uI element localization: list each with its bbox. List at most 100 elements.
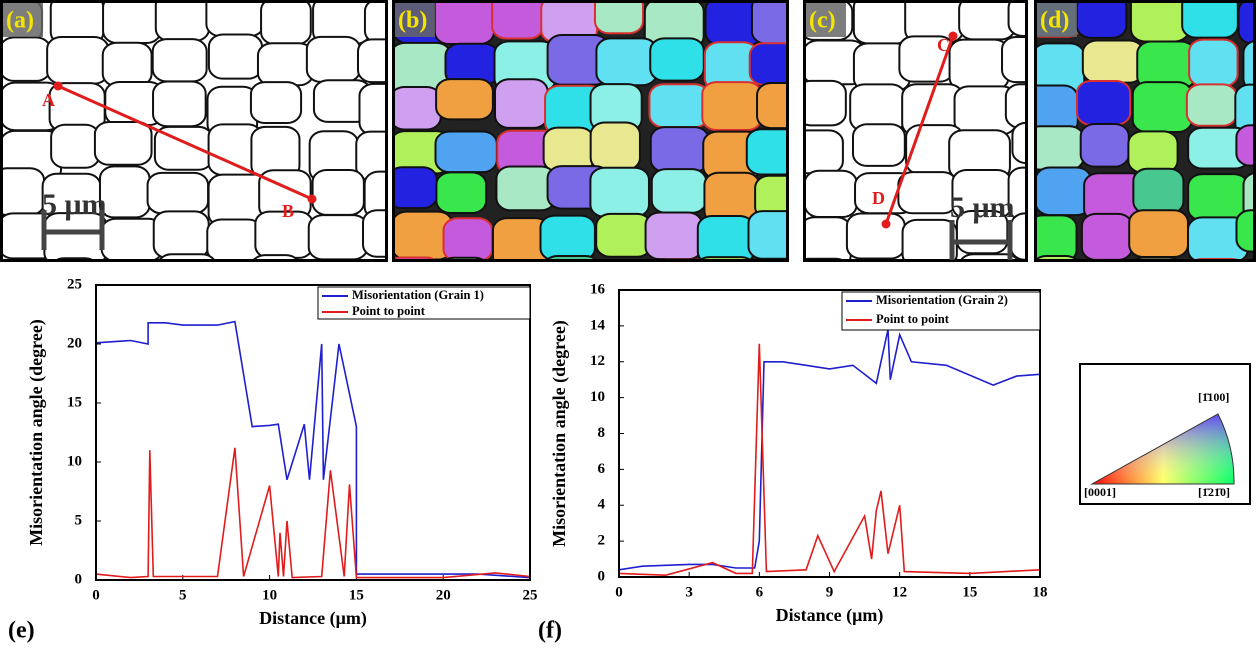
grain: [305, 35, 361, 83]
grain: [1001, 36, 1028, 84]
micrograph: [392, 0, 789, 262]
y-axis-title: Misorientation angle (degree): [549, 320, 570, 547]
grain: [750, 0, 789, 45]
grain: [152, 210, 210, 260]
ipf-top: [1̄100]: [1198, 390, 1229, 404]
legend-label: Point to point: [352, 304, 426, 318]
y-tick-label: 6: [598, 461, 606, 477]
grain: [205, 0, 265, 38]
x-tick-label: 9: [826, 584, 834, 600]
scale-bar-label: 5 μm: [42, 188, 107, 221]
series-line: [95, 320, 531, 579]
panel-label: (f): [538, 618, 562, 644]
grain: [1237, 259, 1256, 262]
x-axis-title: Distance (μm): [259, 608, 367, 629]
panel-label-bg: [1037, 3, 1077, 37]
grain: [1190, 258, 1243, 262]
x-tick-label: 5: [179, 587, 187, 603]
ipf-key: [1̄100] [0001] [1̄21̄0]: [1079, 363, 1251, 505]
grain: [803, 257, 847, 262]
grain: [219, 261, 242, 262]
grain: [207, 33, 264, 80]
grain: [1127, 130, 1179, 174]
grain: [752, 258, 789, 262]
y-tick-label: 14: [590, 317, 606, 333]
x-tick-label: 25: [523, 587, 538, 603]
grain: [1095, 261, 1140, 262]
profile-point: [948, 31, 958, 41]
grain: [745, 128, 789, 176]
grain: [362, 209, 388, 258]
grain: [206, 218, 264, 262]
scale-bar-label: 5 μm: [950, 191, 1015, 224]
x-tick-label: 0: [615, 584, 623, 600]
legend-label: Misorientation (Grain 2): [876, 293, 1008, 307]
grain: [1130, 256, 1182, 262]
micrograph: [803, 0, 1028, 262]
x-tick-label: 15: [349, 587, 364, 603]
grain: [595, 212, 653, 258]
profile-point-label: A: [42, 90, 55, 110]
legend-box: [317, 286, 531, 320]
grain: [435, 171, 488, 215]
x-tick-label: 15: [962, 584, 977, 600]
y-tick-label: 15: [67, 394, 82, 410]
grain: [656, 258, 711, 262]
grain: [495, 165, 557, 212]
grain: [1185, 83, 1238, 127]
grain: [434, 130, 498, 174]
profile-line: [57, 84, 313, 201]
y-tick-label: 20: [67, 335, 82, 351]
y-tick-label: 0: [598, 568, 606, 584]
grain: [46, 35, 110, 85]
grain: [43, 212, 108, 262]
y-tick-label: 25: [67, 276, 82, 292]
panel-label: (a): [6, 8, 34, 34]
grain: [442, 217, 494, 262]
grain: [392, 166, 438, 210]
x-tick-label: 3: [685, 584, 693, 600]
grain: [1011, 121, 1028, 165]
grain: [256, 42, 315, 87]
micrograph: [0, 0, 388, 262]
grain: [649, 126, 710, 173]
grain: [542, 126, 595, 173]
ipf-right: [1̄21̄0]: [1198, 485, 1230, 499]
grain: [249, 81, 303, 125]
grain: [648, 83, 710, 129]
grain: [1004, 83, 1028, 129]
grain: [593, 0, 645, 35]
y-tick-label: 10: [67, 453, 82, 469]
panel-label: (d): [1040, 8, 1069, 34]
y-tick-label: 2: [598, 533, 606, 549]
grain: [650, 168, 708, 214]
grain: [1234, 83, 1256, 138]
grain: [98, 165, 151, 219]
grain: [260, 0, 312, 46]
panel-label-bg: [395, 3, 435, 37]
grain: [1181, 0, 1239, 39]
grain: [1034, 214, 1078, 262]
grain: [696, 256, 754, 262]
plot-frame: [95, 284, 531, 581]
grain: [435, 78, 494, 121]
grain: [644, 211, 704, 261]
x-tick-label: 12: [892, 584, 907, 600]
grain: [948, 38, 1010, 91]
ipf-triangle-overlay: [1090, 413, 1235, 485]
grain: [1079, 122, 1130, 168]
panel-frame: [1034, 0, 1256, 262]
grain: [1128, 209, 1189, 258]
grain: [311, 168, 365, 216]
y-tick-label: 5: [75, 512, 83, 528]
panel-frame: [0, 0, 388, 262]
grain: [363, 170, 388, 221]
grain: [1187, 173, 1250, 222]
panel-frame: [803, 0, 1028, 262]
y-tick-label: 8: [598, 425, 606, 441]
grain: [151, 38, 208, 83]
x-tick-label: 6: [756, 584, 764, 600]
grain: [1007, 0, 1028, 37]
grain: [494, 78, 549, 129]
grain: [50, 123, 101, 169]
